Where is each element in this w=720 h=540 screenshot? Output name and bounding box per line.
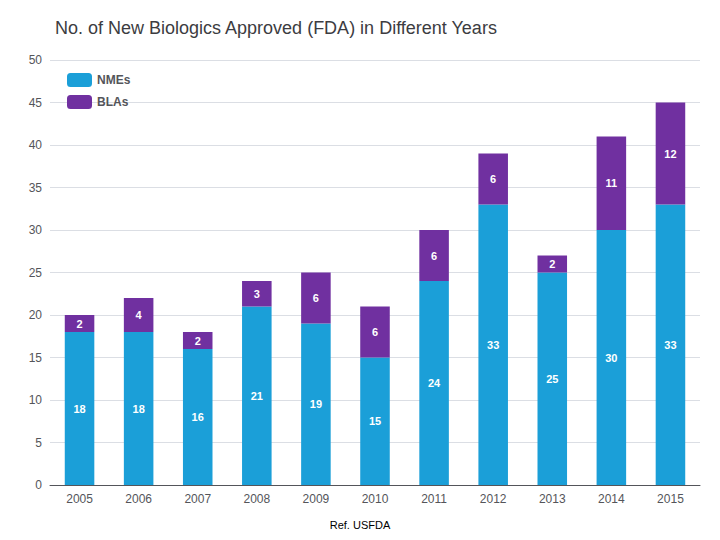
svg-text:24: 24 xyxy=(428,377,441,389)
svg-text:21: 21 xyxy=(251,390,263,402)
svg-text:Ref. USFDA: Ref. USFDA xyxy=(330,519,391,531)
svg-text:33: 33 xyxy=(664,339,676,351)
svg-text:45: 45 xyxy=(29,96,43,110)
svg-text:2005: 2005 xyxy=(66,492,93,506)
svg-text:16: 16 xyxy=(192,411,204,423)
svg-text:6: 6 xyxy=(313,292,319,304)
svg-text:15: 15 xyxy=(29,351,43,365)
svg-text:2015: 2015 xyxy=(657,492,684,506)
svg-text:25: 25 xyxy=(29,266,43,280)
svg-text:0: 0 xyxy=(35,478,42,492)
svg-text:2008: 2008 xyxy=(243,492,270,506)
svg-text:35: 35 xyxy=(29,181,43,195)
svg-text:30: 30 xyxy=(29,223,43,237)
svg-text:6: 6 xyxy=(431,250,437,262)
svg-text:2010: 2010 xyxy=(362,492,389,506)
svg-text:15: 15 xyxy=(369,415,381,427)
svg-text:5: 5 xyxy=(35,436,42,450)
svg-text:2006: 2006 xyxy=(125,492,152,506)
svg-text:2: 2 xyxy=(195,335,201,347)
svg-text:6: 6 xyxy=(372,326,378,338)
svg-text:11: 11 xyxy=(606,177,618,189)
svg-text:2011: 2011 xyxy=(421,492,447,506)
svg-text:2: 2 xyxy=(76,318,82,330)
svg-text:33: 33 xyxy=(487,339,499,351)
svg-text:10: 10 xyxy=(29,393,43,407)
svg-text:50: 50 xyxy=(29,53,43,67)
svg-text:BLAs: BLAs xyxy=(97,95,129,109)
svg-text:4: 4 xyxy=(136,309,143,321)
svg-text:2012: 2012 xyxy=(480,492,507,506)
svg-text:2009: 2009 xyxy=(303,492,330,506)
svg-text:2007: 2007 xyxy=(184,492,211,506)
svg-text:2: 2 xyxy=(549,258,555,270)
svg-text:12: 12 xyxy=(664,148,676,160)
svg-text:19: 19 xyxy=(310,398,322,410)
svg-text:6: 6 xyxy=(490,173,496,185)
svg-text:40: 40 xyxy=(29,138,43,152)
svg-text:25: 25 xyxy=(546,373,558,385)
svg-text:3: 3 xyxy=(254,288,260,300)
svg-text:2013: 2013 xyxy=(539,492,566,506)
svg-text:20: 20 xyxy=(29,308,43,322)
svg-text:30: 30 xyxy=(605,352,617,364)
svg-text:NMEs: NMEs xyxy=(97,73,131,87)
svg-text:No. of New Biologics Approved: No. of New Biologics Approved (FDA) in D… xyxy=(55,18,497,38)
svg-text:18: 18 xyxy=(73,403,85,415)
svg-text:18: 18 xyxy=(133,403,145,415)
svg-text:2014: 2014 xyxy=(598,492,625,506)
